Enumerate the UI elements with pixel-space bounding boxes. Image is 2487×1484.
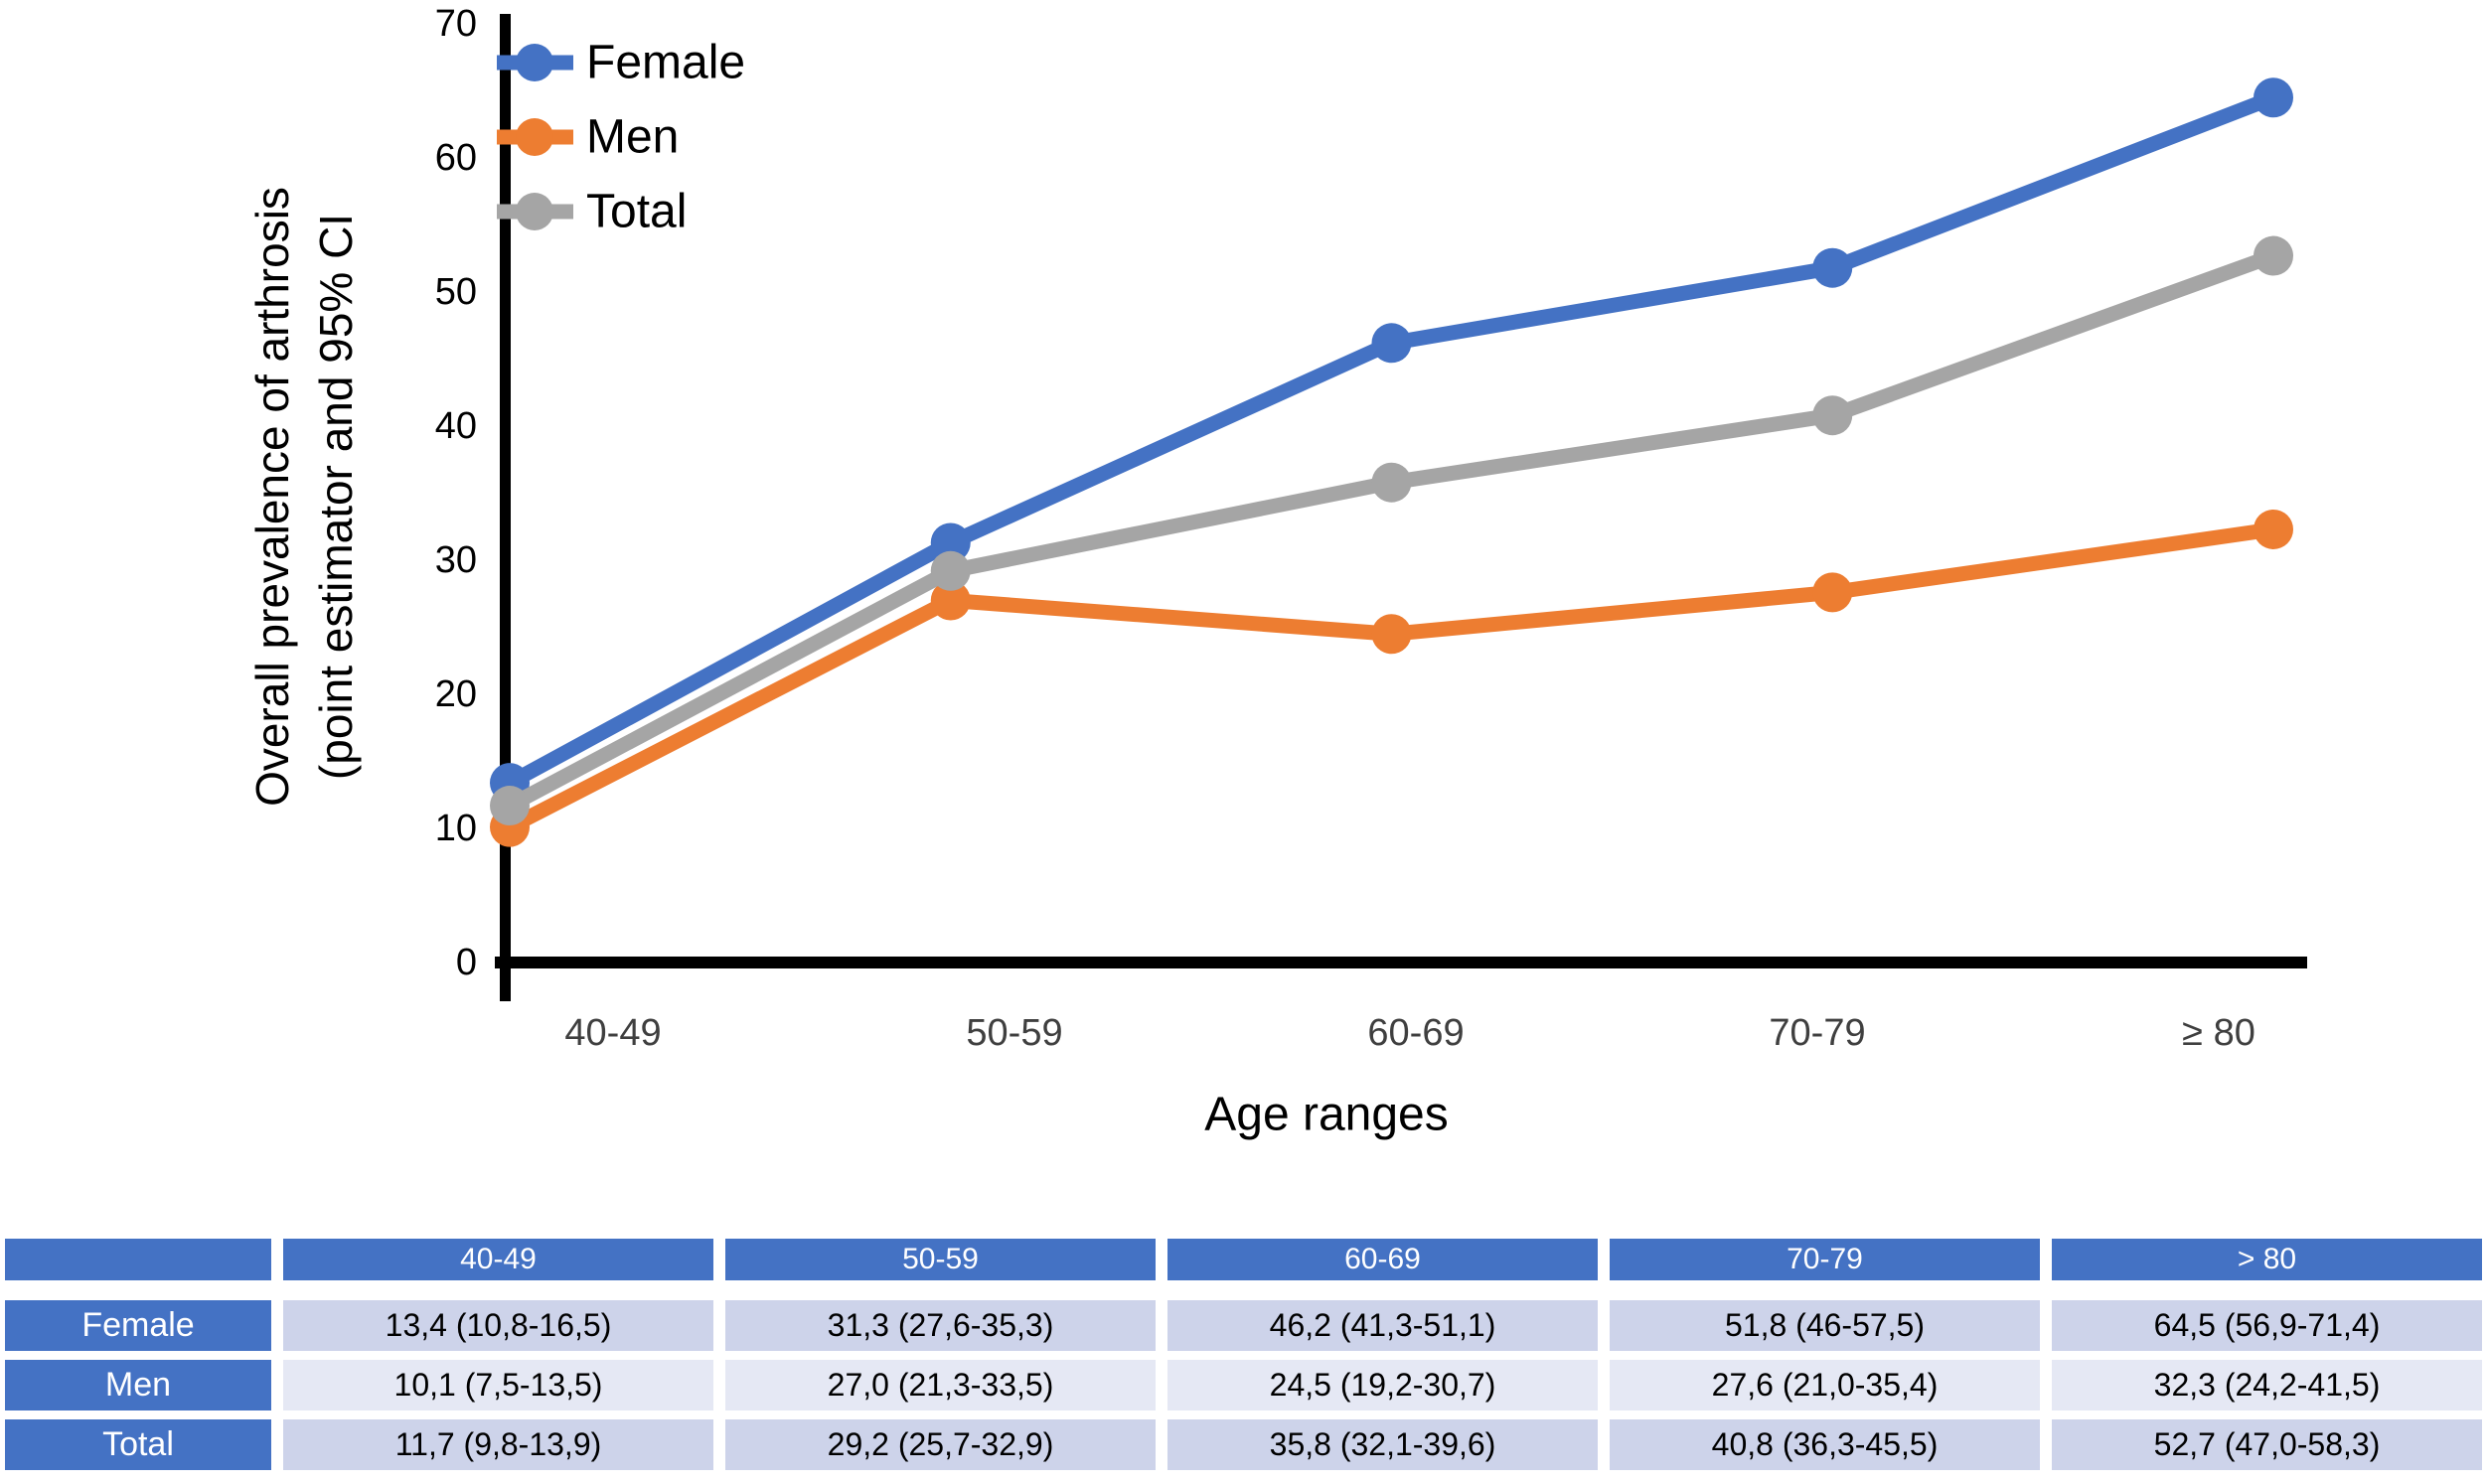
x-tick-label: 60-69 [1367,1012,1464,1054]
y-tick-label: 30 [435,539,477,581]
data-point-men [2254,509,2293,549]
y-tick-label: 40 [435,405,477,447]
table-header-cell: 70-79 [1610,1239,2040,1280]
series-group [490,77,2293,847]
y-tick-label: 0 [456,942,477,983]
x-tick-labels: 40-49 50-59 60-69 70-79 ≥ 80 [564,1012,2254,1054]
legend-label: Female [586,37,745,89]
table-cell: 52,7 (47,0-58,3) [2052,1419,2482,1470]
y-tick-labels: 0 10 20 30 40 50 60 70 [435,3,477,983]
y-tick-label: 60 [435,137,477,179]
table-header-cell: 60-69 [1167,1239,1598,1280]
series-line-female [506,90,2276,790]
data-point-female [1371,323,1412,364]
legend-label: Total [586,186,687,238]
x-tick-label: ≥ 80 [2182,1012,2255,1054]
data-point-total [490,786,530,826]
table-header-row: 40-49 50-59 60-69 70-79 > 80 [5,1239,2482,1280]
table-cell: 46,2 (41,3-51,1) [1167,1300,1598,1351]
table-cell: 29,2 (25,7-32,9) [725,1419,1156,1470]
table-header-corner [5,1239,271,1280]
legend-marker-dot [516,118,553,156]
y-axis-line [500,14,511,1001]
table-cell: 13,4 (10,8-16,5) [283,1300,713,1351]
table-cell: 11,7 (9,8-13,9) [283,1419,713,1470]
table-cell: 35,8 (32,1-39,6) [1167,1419,1598,1470]
data-point-total [1371,462,1412,503]
table-cell: 27,6 (21,0-35,4) [1610,1360,2040,1410]
table-row-female: Female 13,4 (10,8-16,5) 31,3 (27,6-35,3)… [5,1300,2482,1351]
x-tick-label: 40-49 [564,1012,661,1054]
x-tick-label: 50-59 [966,1012,1062,1054]
table-row-total: Total 11,7 (9,8-13,9) 29,2 (25,7-32,9) 3… [5,1419,2482,1470]
y-axis-title-line1: Overall prevalence of arthrosis [246,187,298,807]
data-point-female [930,522,971,563]
y-axis-title-line2: (point estimator and 95% CI [310,214,362,780]
legend-marker-dot [516,193,553,230]
y-tick-label: 70 [435,3,477,45]
line-chart: Overall prevalence of arthrosis (point e… [246,3,2307,1141]
y-tick-label: 50 [435,271,477,313]
legend-label: Men [586,111,679,164]
x-tick-label: 70-79 [1769,1012,1865,1054]
table-cell: 27,0 (21,3-33,5) [725,1360,1156,1410]
table-cell: 31,3 (27,6-35,3) [725,1300,1156,1351]
table-row-men: Men 10,1 (7,5-13,5) 27,0 (21,3-33,5) 24,… [5,1360,2482,1410]
y-tick-label: 20 [435,673,477,715]
table-header-cell: > 80 [2052,1239,2482,1280]
table-header-cell: 50-59 [725,1239,1156,1280]
prevalence-table: 40-49 50-59 60-69 70-79 > 80 Female 13,4… [5,1239,2482,1470]
table-cell: 40,8 (36,3-45,5) [1610,1419,2040,1470]
data-point-men [1371,614,1412,655]
series-line-men [506,521,2275,834]
chart-legend: Female Men Total [497,37,745,238]
data-point-total [1812,395,1853,436]
table-cell: 24,5 (19,2-30,7) [1167,1360,1598,1410]
data-point-total [2254,235,2293,276]
table-header-cell: 40-49 [283,1239,713,1280]
table-cell: 32,3 (24,2-41,5) [2052,1360,2482,1410]
data-point-men [930,580,971,621]
row-label: Female [5,1300,271,1351]
row-label: Men [5,1360,271,1410]
table-cell: 51,8 (46-57,5) [1610,1300,2040,1351]
y-tick-label: 10 [435,808,477,849]
legend-marker-dot [516,44,553,81]
row-label: Total [5,1419,271,1470]
data-point-total [930,550,971,591]
table-cell: 10,1 (7,5-13,5) [283,1360,713,1410]
data-point-female [1812,247,1853,288]
table-cell: 64,5 (56,9-71,4) [2052,1300,2482,1351]
data-point-men [1812,572,1853,613]
data-point-female [2254,77,2293,118]
x-axis-line [495,957,2307,968]
x-axis-title: Age ranges [1204,1089,1449,1141]
